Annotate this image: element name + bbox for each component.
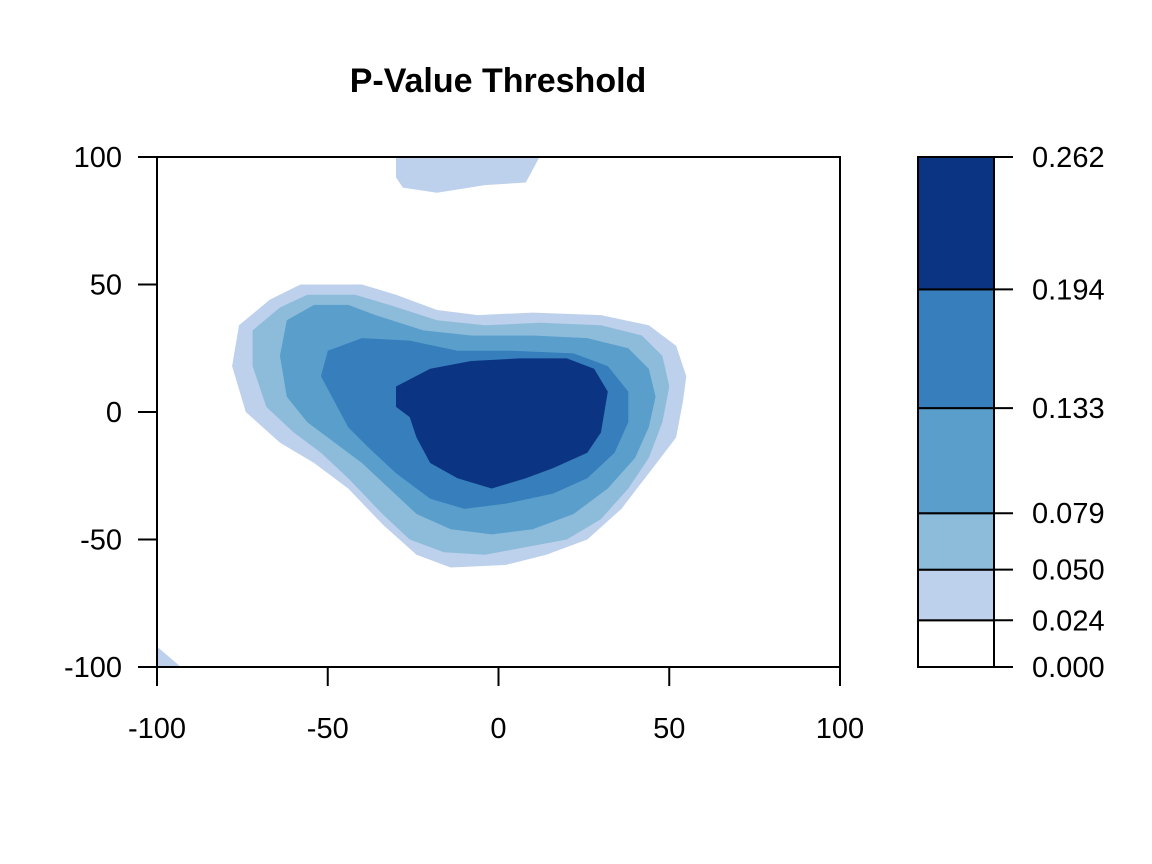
colorbar-tick-label: 0.079 bbox=[1032, 498, 1105, 530]
x-tick-label: 100 bbox=[816, 713, 864, 745]
colorbar-swatch bbox=[917, 156, 995, 291]
contour-region-level-1 bbox=[157, 646, 181, 667]
x-tick-label: 50 bbox=[653, 713, 685, 745]
colorbar-tick-label: 0.133 bbox=[1032, 393, 1105, 425]
y-tick-label: -100 bbox=[64, 652, 122, 684]
colorbar-swatch bbox=[917, 568, 995, 622]
colorbar-swatch bbox=[917, 288, 995, 410]
colorbar-swatch bbox=[917, 407, 995, 515]
x-tick-label: -100 bbox=[128, 713, 186, 745]
colorbar: 0.000 0.024 0.050 0.079 0.133 0.194 0.262 bbox=[917, 142, 1105, 684]
colorbar-swatch bbox=[917, 512, 995, 571]
chart-title: P-Value Threshold bbox=[350, 62, 647, 100]
colorbar-tick-label: 0.024 bbox=[1032, 605, 1105, 637]
x-tick-label: -50 bbox=[307, 713, 349, 745]
y-tick-label: 50 bbox=[90, 270, 122, 302]
colorbar-tick-label: 0.194 bbox=[1032, 274, 1105, 306]
y-tick-label: -50 bbox=[80, 525, 122, 557]
y-axis: -100 -50 0 50 100 bbox=[64, 142, 158, 684]
contour-regions bbox=[157, 157, 687, 667]
colorbar-tick-label: 0.050 bbox=[1032, 555, 1105, 587]
contour-region-level-1 bbox=[396, 157, 540, 193]
colorbar-tick-label: 0.000 bbox=[1032, 652, 1105, 684]
colorbar-tick-label: 0.262 bbox=[1032, 142, 1105, 174]
colorbar-swatch bbox=[917, 619, 995, 669]
x-tick-label: 0 bbox=[490, 713, 506, 745]
y-tick-label: 100 bbox=[74, 142, 122, 174]
y-tick-label: 0 bbox=[106, 397, 122, 429]
x-axis: -100 -50 0 50 100 bbox=[128, 666, 864, 745]
contour-region-level-5 bbox=[396, 358, 608, 489]
